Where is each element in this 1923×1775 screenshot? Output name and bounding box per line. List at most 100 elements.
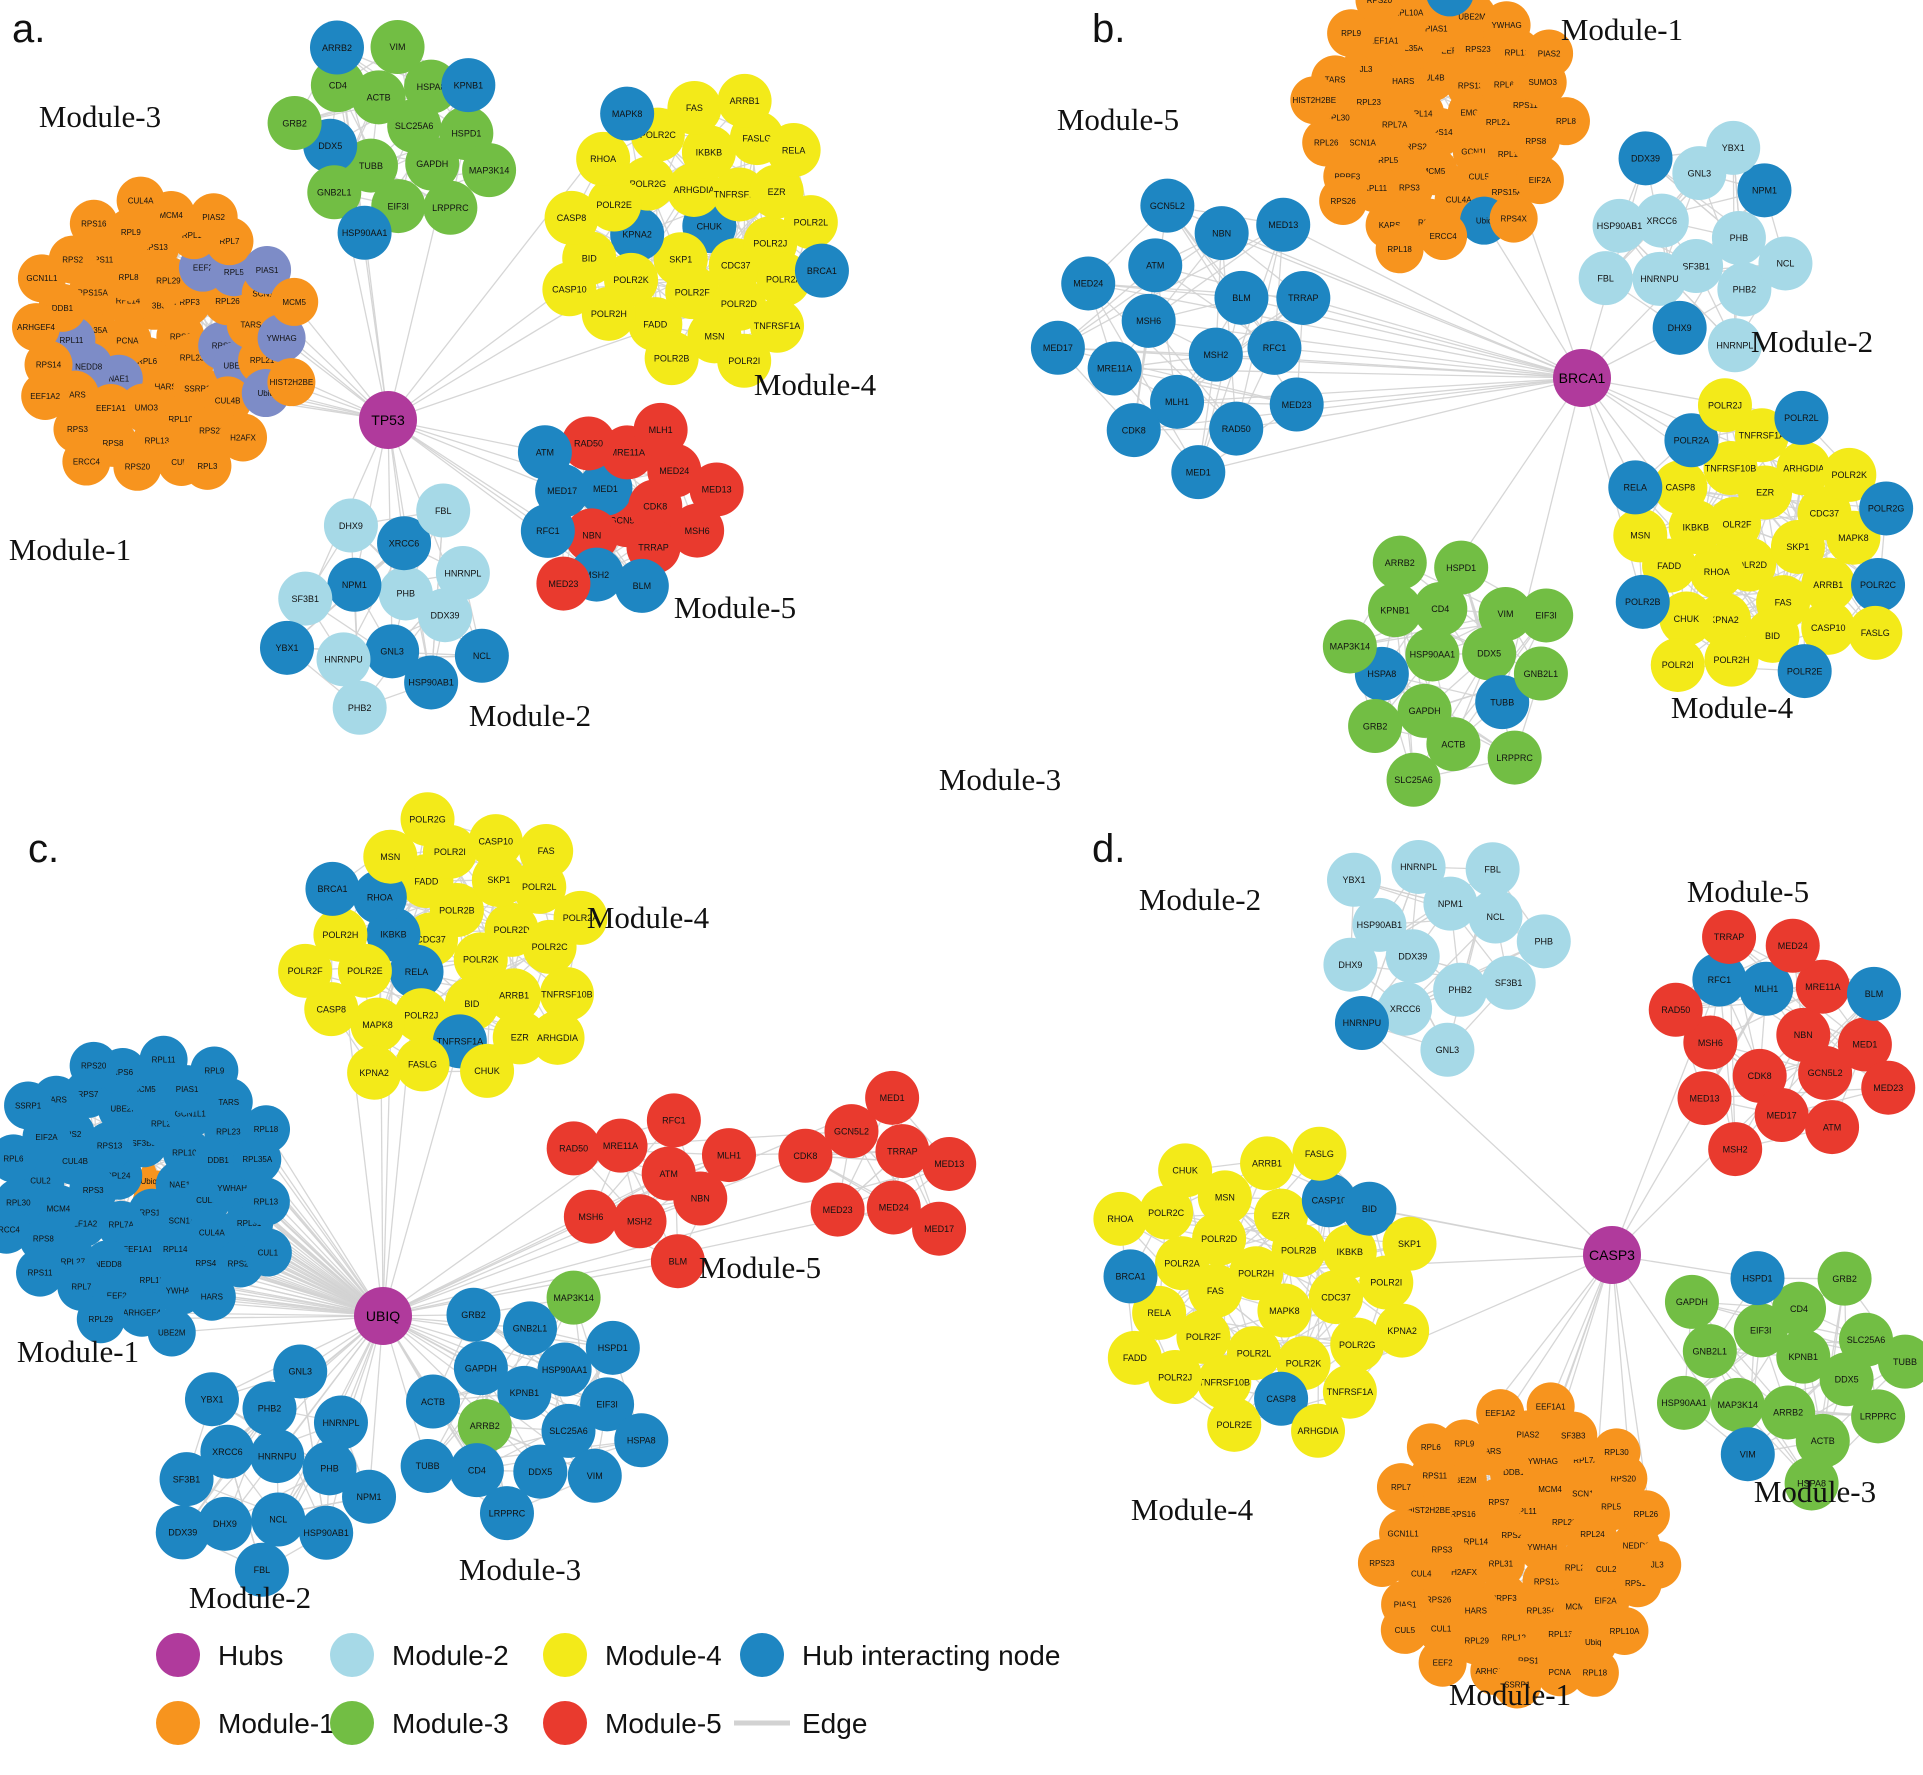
node-HSP90AB1[interactable]: HSP90AB1 bbox=[299, 1505, 354, 1560]
node-GNL3[interactable]: GNL3 bbox=[273, 1344, 328, 1399]
node-HNRNPL[interactable]: HNRNPL bbox=[1391, 839, 1446, 894]
node-RPL18[interactable]: RPL18 bbox=[242, 1105, 291, 1154]
node-MCM5[interactable]: MCM5 bbox=[270, 277, 319, 326]
node-RPL6[interactable]: RPL6 bbox=[1406, 1423, 1455, 1472]
node-GCN5L2[interactable]: GCN5L2 bbox=[1140, 178, 1195, 233]
node-GAPDH[interactable]: GAPDH bbox=[453, 1341, 508, 1396]
node-PHB[interactable]: PHB bbox=[1516, 914, 1571, 969]
node-PHB2[interactable]: PHB2 bbox=[1433, 962, 1488, 1017]
node-ARHGDIA[interactable]: ARHGDIA bbox=[530, 1010, 585, 1065]
node-RPL18[interactable]: RPL18 bbox=[1375, 225, 1424, 274]
node-NCL[interactable]: NCL bbox=[1758, 236, 1813, 291]
node-MED23[interactable]: MED23 bbox=[1269, 377, 1324, 432]
node-BRCA1[interactable]: BRCA1 bbox=[305, 861, 360, 916]
node-YWHAG[interactable]: YWHAG bbox=[1482, 1, 1531, 50]
node-VIM[interactable]: VIM bbox=[370, 20, 425, 75]
node-HSP90AB1[interactable]: HSP90AB1 bbox=[1592, 198, 1647, 253]
hub-node-CASP3[interactable]: CASP3 bbox=[1583, 1226, 1641, 1284]
node-HNRNPL[interactable]: HNRNPL bbox=[313, 1395, 368, 1450]
node-RPL18[interactable]: RPL18 bbox=[1570, 1648, 1619, 1697]
node-RPL11[interactable]: RPL11 bbox=[139, 1035, 188, 1084]
node-RELA[interactable]: RELA bbox=[1608, 460, 1663, 515]
node-CUL5[interactable]: CUL5 bbox=[1380, 1605, 1429, 1654]
node-NBN[interactable]: NBN bbox=[1194, 206, 1249, 261]
node-DDX39[interactable]: DDX39 bbox=[1618, 131, 1673, 186]
node-SLC25A6[interactable]: SLC25A6 bbox=[1386, 752, 1441, 807]
node-FADD[interactable]: FADD bbox=[1107, 1330, 1162, 1385]
node-ATM[interactable]: ATM bbox=[517, 425, 572, 480]
node-MSH6[interactable]: MSH6 bbox=[1121, 293, 1176, 348]
node-MED23[interactable]: MED23 bbox=[1861, 1060, 1916, 1115]
node-GNB2L1[interactable]: GNB2L1 bbox=[1513, 646, 1568, 701]
node-MED24[interactable]: MED24 bbox=[1061, 256, 1116, 311]
node-LRPPRC[interactable]: LRPPRC bbox=[1487, 730, 1542, 785]
node-KPNA2[interactable]: KPNA2 bbox=[347, 1045, 402, 1100]
node-ATM[interactable]: ATM bbox=[1805, 1100, 1860, 1155]
node-MAP3K14[interactable]: MAP3K14 bbox=[546, 1270, 601, 1325]
node-DHX9[interactable]: DHX9 bbox=[1323, 937, 1378, 992]
node-RPL26[interactable]: RPL26 bbox=[1302, 118, 1351, 167]
node-RPL9[interactable]: RPL9 bbox=[190, 1046, 239, 1095]
node-HSPD1[interactable]: HSPD1 bbox=[1730, 1251, 1785, 1306]
node-RPL3[interactable]: RPL3 bbox=[183, 441, 232, 490]
node-BLM[interactable]: BLM bbox=[614, 558, 669, 613]
node-HSP90AA1[interactable]: HSP90AA1 bbox=[337, 205, 392, 260]
node-HNRNPU[interactable]: HNRNPU bbox=[250, 1429, 305, 1484]
node-HARS[interactable]: HARS bbox=[187, 1272, 236, 1321]
node-RPL30[interactable]: RPL30 bbox=[1592, 1428, 1641, 1477]
node-FASLG[interactable]: FASLG bbox=[1848, 605, 1903, 660]
node-SKP1[interactable]: SKP1 bbox=[1382, 1216, 1437, 1271]
node-NPM1[interactable]: NPM1 bbox=[342, 1469, 397, 1524]
node-ERCC4[interactable]: ERCC4 bbox=[1419, 212, 1468, 261]
node-MSH2[interactable]: MSH2 bbox=[1708, 1122, 1763, 1177]
node-HIST2H2BE[interactable]: HIST2H2BE bbox=[267, 358, 316, 407]
node-HIST2H2BE[interactable]: HIST2H2BE bbox=[1290, 76, 1339, 125]
node-RAD50[interactable]: RAD50 bbox=[546, 1121, 601, 1176]
node-KPNA2[interactable]: KPNA2 bbox=[1375, 1303, 1430, 1358]
node-MLH1[interactable]: MLH1 bbox=[633, 402, 688, 457]
node-POLR2C[interactable]: POLR2C bbox=[1851, 557, 1906, 612]
node-TRRAP[interactable]: TRRAP bbox=[875, 1124, 930, 1179]
node-HSP90AA1[interactable]: HSP90AA1 bbox=[1405, 627, 1460, 682]
node-VIM[interactable]: VIM bbox=[567, 1448, 622, 1503]
node-CDK8[interactable]: CDK8 bbox=[778, 1128, 833, 1183]
node-GRB2[interactable]: GRB2 bbox=[1817, 1251, 1872, 1306]
hub-node-UBIQ[interactable]: UBIQ bbox=[354, 1287, 412, 1345]
node-MED1[interactable]: MED1 bbox=[1171, 445, 1226, 500]
node-CASP8[interactable]: CASP8 bbox=[544, 190, 599, 245]
node-MSN[interactable]: MSN bbox=[1613, 508, 1668, 563]
node-MED13[interactable]: MED13 bbox=[689, 462, 744, 517]
node-ARHGEF4[interactable]: ARHGEF4 bbox=[12, 303, 61, 352]
node-POLR2H[interactable]: POLR2H bbox=[1704, 632, 1759, 687]
node-MAPK8[interactable]: MAPK8 bbox=[600, 86, 655, 141]
node-ARRB1[interactable]: ARRB1 bbox=[717, 73, 772, 128]
node-POLR2G[interactable]: POLR2G bbox=[1859, 481, 1914, 536]
node-EIF3I[interactable]: EIF3I bbox=[1519, 588, 1574, 643]
node-POLR2A[interactable]: POLR2A bbox=[1155, 1236, 1210, 1291]
node-MSH2[interactable]: MSH2 bbox=[1188, 327, 1243, 382]
node-FAS[interactable]: FAS bbox=[519, 823, 574, 878]
node-RPS20[interactable]: RPS20 bbox=[113, 442, 162, 491]
node-POLR2L[interactable]: POLR2L bbox=[1774, 390, 1829, 445]
node-SF3B1[interactable]: SF3B1 bbox=[278, 571, 333, 626]
node-GNB2L1[interactable]: GNB2L1 bbox=[503, 1301, 558, 1356]
node-UBE2M[interactable]: UBE2M bbox=[147, 1308, 196, 1357]
node-FBL[interactable]: FBL bbox=[1578, 251, 1633, 306]
node-MED13[interactable]: MED13 bbox=[922, 1136, 977, 1191]
node-NCL[interactable]: NCL bbox=[454, 628, 509, 683]
node-JL3[interactable]: JL3 bbox=[1633, 1540, 1682, 1589]
node-NPM1[interactable]: NPM1 bbox=[327, 557, 382, 612]
node-KPNB1[interactable]: KPNB1 bbox=[1368, 583, 1423, 638]
node-GCN1L1[interactable]: GCN1L1 bbox=[17, 254, 66, 303]
node-MED23[interactable]: MED23 bbox=[536, 556, 591, 611]
node-YBX1[interactable]: YBX1 bbox=[1706, 120, 1761, 175]
node-FBL[interactable]: FBL bbox=[416, 483, 471, 538]
node-FBL[interactable]: FBL bbox=[1465, 842, 1520, 897]
node-GNB2L1[interactable]: GNB2L1 bbox=[1682, 1324, 1737, 1379]
node-EEF1A2[interactable]: EEF1A2 bbox=[1476, 1389, 1525, 1438]
node-POLR2G[interactable]: POLR2G bbox=[400, 792, 455, 847]
node-RFC1[interactable]: RFC1 bbox=[520, 503, 575, 558]
node-RFC1[interactable]: RFC1 bbox=[1247, 320, 1302, 375]
node-RPL26[interactable]: RPL26 bbox=[1621, 1490, 1670, 1539]
node-CUL1[interactable]: CUL1 bbox=[243, 1228, 292, 1277]
